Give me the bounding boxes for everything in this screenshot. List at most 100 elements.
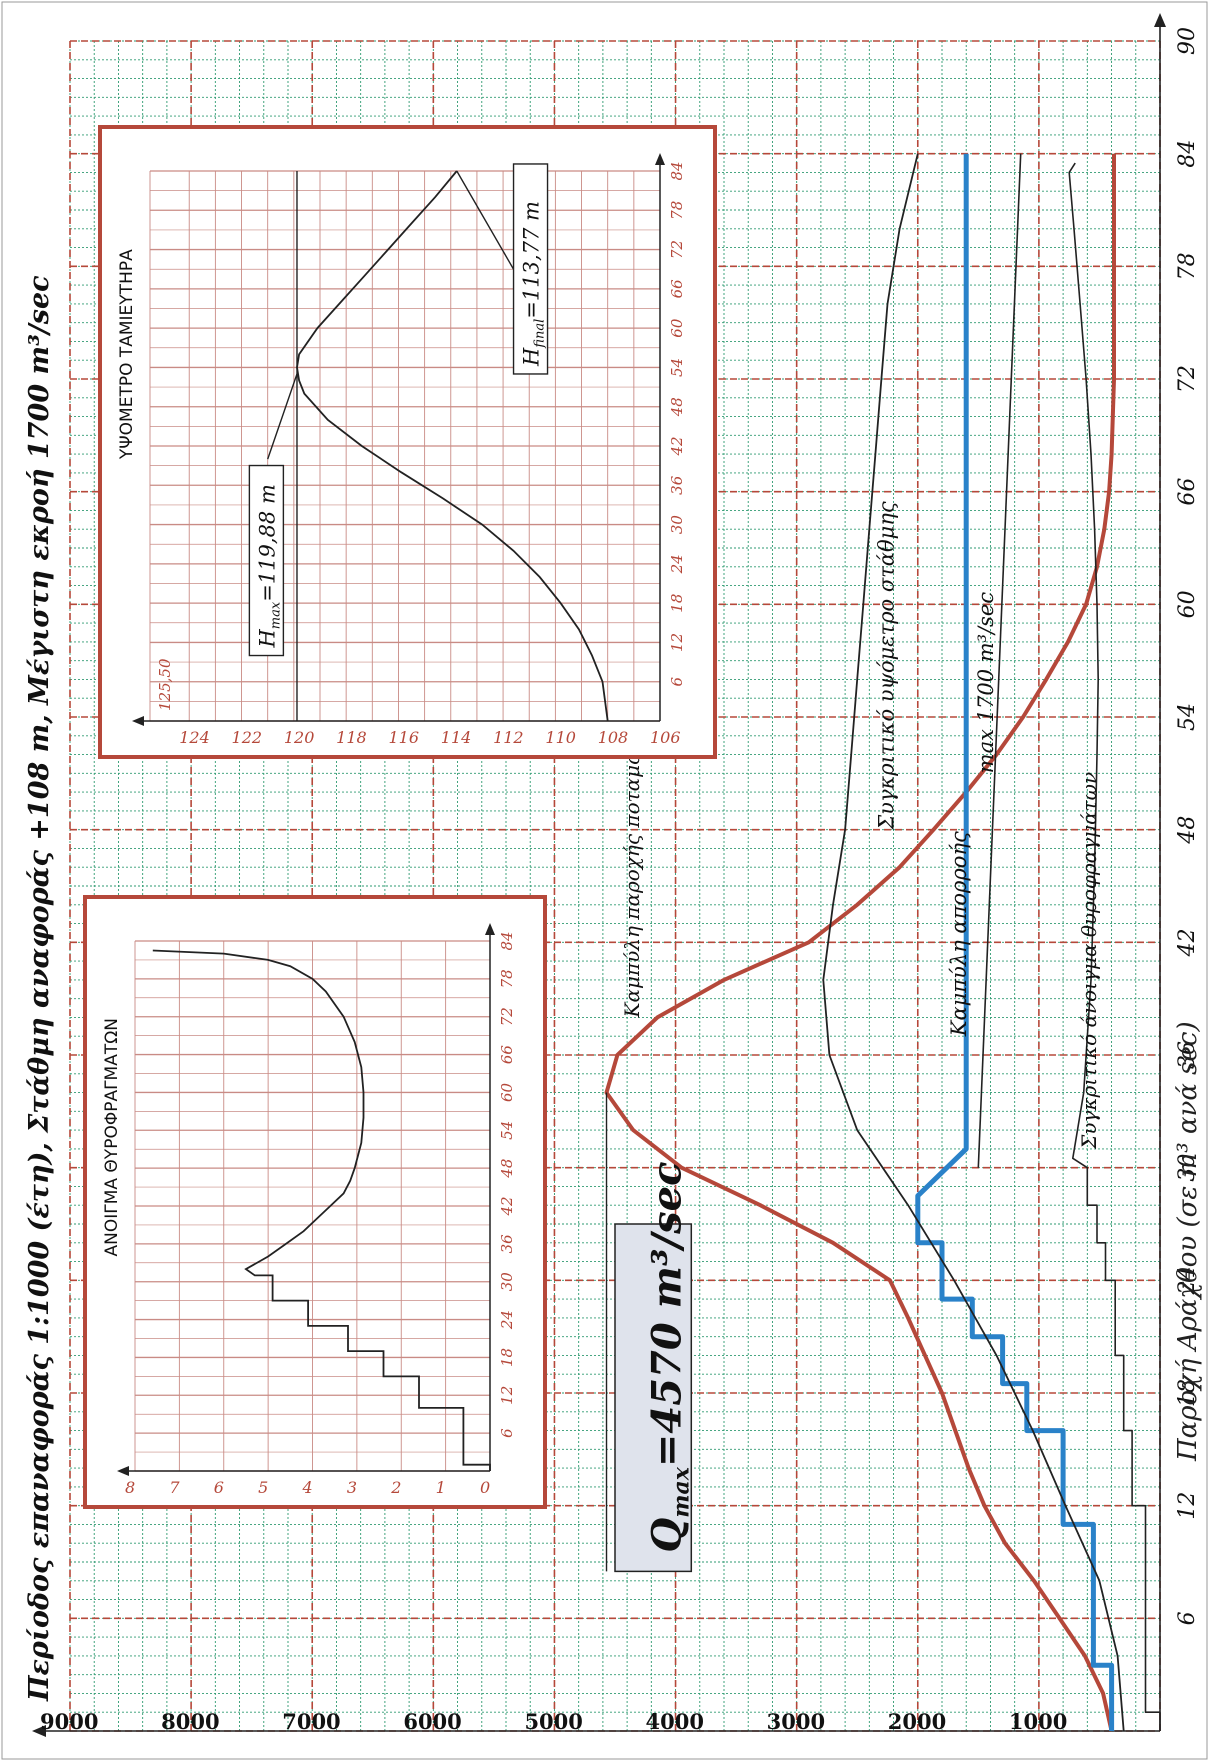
qmax-box bbox=[614, 1223, 693, 1573]
inset-x-tick: 60 bbox=[498, 1082, 516, 1102]
inset-x-tick: 72 bbox=[668, 240, 686, 259]
inset-x-tick: 48 bbox=[498, 1159, 516, 1179]
y-tick-label: 7000 bbox=[282, 1709, 340, 1734]
inset-y-tick: 112 bbox=[493, 728, 524, 747]
series-line-1 bbox=[915, 153, 1115, 1731]
inset-y-tick: 6 bbox=[214, 1478, 224, 1497]
inset-x-arrow bbox=[655, 153, 665, 165]
inset-x-tick: 24 bbox=[498, 1310, 516, 1330]
x-tick-label: 12 bbox=[1175, 1492, 1200, 1520]
inset-title: ΥΨΟΜΕΤΡΟ ΤΑΜΙΕΥΤΗΡΑ bbox=[117, 249, 137, 460]
inset-x-tick: 48 bbox=[668, 397, 686, 417]
inset-x-tick: 66 bbox=[668, 279, 686, 299]
y-tick-label: 1000 bbox=[1009, 1709, 1067, 1734]
y-tick-label: 5000 bbox=[524, 1709, 582, 1734]
inset-x-tick: 42 bbox=[668, 436, 686, 456]
inset-y-tick: 8 bbox=[125, 1478, 135, 1497]
x-tick-label: 48 bbox=[1175, 816, 1200, 845]
y-axis-label: Παροχή Αράχθου (σε m³ ανά sec) bbox=[1173, 1021, 1203, 1462]
x-tick-label: 30 bbox=[1175, 1154, 1200, 1182]
label-river-inflow: Καμπύλη παροχής ποταμού bbox=[620, 741, 644, 1019]
inset-y-tick: 1 bbox=[436, 1478, 446, 1497]
x-tick-label: 6 bbox=[1175, 1611, 1200, 1625]
label-gate-curve: Συγκριτικό άνοιγμα θυροφραγμάτων bbox=[1077, 772, 1101, 1150]
series-line-0 bbox=[604, 153, 1116, 1732]
inset-y-tick: 0 bbox=[480, 1478, 490, 1497]
inset-x-tick: 30 bbox=[668, 515, 686, 535]
inset-frame bbox=[98, 125, 717, 759]
hfinal-label: Hfinal=113,77 m bbox=[520, 201, 548, 367]
x-tick-label: 36 bbox=[1175, 1041, 1200, 1069]
inset-x-tick: 36 bbox=[498, 1234, 516, 1254]
inset-y-tick: 124 bbox=[179, 728, 210, 747]
inset-x-tick: 6 bbox=[498, 1428, 516, 1438]
x-tick-label: 78 bbox=[1175, 252, 1200, 280]
main-axes bbox=[32, 13, 1166, 1737]
inset-frame bbox=[83, 895, 547, 1509]
y-tick-label: 8000 bbox=[161, 1709, 219, 1734]
inset-y-tick: 110 bbox=[545, 728, 576, 747]
series-line-2 bbox=[822, 153, 1125, 1732]
y-tick-label: 9000 bbox=[40, 1709, 98, 1734]
inset-x-tick: 6 bbox=[668, 676, 686, 686]
hmax-leader bbox=[267, 373, 298, 460]
inset-y-arrow bbox=[117, 1466, 129, 1476]
y-tick-label: 3000 bbox=[767, 1709, 825, 1734]
x-axis-arrow bbox=[1154, 13, 1166, 27]
hmax-label: Hmax=119,88 m bbox=[255, 484, 283, 648]
inset-x-tick: 36 bbox=[668, 475, 686, 495]
inset-y-tick: 3 bbox=[347, 1478, 357, 1497]
inset-x-tick: 24 bbox=[668, 554, 686, 574]
inset-y-tick: 108 bbox=[598, 728, 629, 747]
inset-reservoir-level: 6 12 18 24 30 36 42 48 54 60 66 72 78 84 106 108 110 112 1… bbox=[98, 125, 717, 759]
inset-y-tick: 120 bbox=[284, 728, 315, 747]
inset-y-tick: 118 bbox=[336, 728, 367, 747]
x-tick-label: 66 bbox=[1175, 478, 1200, 506]
x-tick-label: 72 bbox=[1175, 365, 1200, 393]
figure-title: Περίοδος επαναφοράς 1:1000 (έτη), Στάθμη… bbox=[24, 275, 55, 1702]
inset-x-tick: 72 bbox=[498, 1007, 516, 1026]
inset-x-tick: 42 bbox=[498, 1196, 516, 1216]
main-annotations: Qmax=4570 m³/sec Καμπύλη παροχής ποταμού Κ… bbox=[605, 501, 1101, 1573]
x-tick-label: 90 bbox=[1175, 27, 1200, 55]
hfinal-leader bbox=[456, 170, 515, 270]
x-tick-label: 24 bbox=[1175, 1266, 1200, 1295]
y-tick-label: 2000 bbox=[888, 1709, 946, 1734]
label-runoff-curve: Καμπύλη απορροής bbox=[947, 831, 971, 1037]
inset-x-tick: 54 bbox=[498, 1121, 516, 1140]
inset-series-line bbox=[296, 170, 609, 722]
inset-x-tick: 54 bbox=[668, 358, 686, 377]
main-tick-labels: 6121824303642485460667278849010002000300… bbox=[40, 27, 1200, 1734]
inset-y-tick: 2 bbox=[390, 1478, 401, 1497]
inset-y-tick: 122 bbox=[232, 728, 263, 747]
inset-y-tick: 5 bbox=[258, 1478, 268, 1497]
series-line-4 bbox=[1068, 162, 1161, 1731]
inset-x-tick: 66 bbox=[498, 1045, 516, 1065]
inset-x-tick: 12 bbox=[668, 633, 686, 652]
inset-x-tick: 78 bbox=[668, 201, 686, 220]
inset-y-tick: 7 bbox=[169, 1478, 180, 1497]
inset-gate-opening: 612182430364248546066727884012345678ΑΝΟΙ… bbox=[83, 895, 547, 1509]
x-tick-label: 42 bbox=[1175, 928, 1200, 957]
inset-y-tick: 106 bbox=[650, 728, 681, 747]
inset-ymax-label: 125,50 bbox=[156, 658, 174, 711]
series-line-3 bbox=[977, 153, 1022, 1168]
qmax-label: Qmax=4570 m³/sec bbox=[643, 1162, 694, 1553]
inset-x-tick: 18 bbox=[668, 594, 686, 613]
inset-y-tick: 114 bbox=[441, 728, 472, 747]
y-tick-label: 6000 bbox=[403, 1709, 461, 1734]
inset-x-tick: 30 bbox=[498, 1272, 516, 1292]
inset-x-tick: 84 bbox=[668, 161, 686, 180]
label-level-curve: Συγκριτικό υψόμετρο στάθμης bbox=[875, 501, 899, 831]
y-axis-arrow bbox=[32, 1725, 46, 1737]
inset-series-line bbox=[152, 949, 491, 1471]
x-tick-label: 54 bbox=[1175, 703, 1200, 731]
x-tick-label: 84 bbox=[1175, 140, 1200, 168]
inset-y-tick: 4 bbox=[302, 1478, 313, 1497]
x-tick-label: 60 bbox=[1175, 590, 1200, 618]
inset-x-tick: 84 bbox=[498, 931, 516, 950]
y-tick-label: 4000 bbox=[646, 1709, 704, 1734]
x-tick-label: 18 bbox=[1175, 1379, 1200, 1407]
hmax-box bbox=[248, 464, 285, 657]
